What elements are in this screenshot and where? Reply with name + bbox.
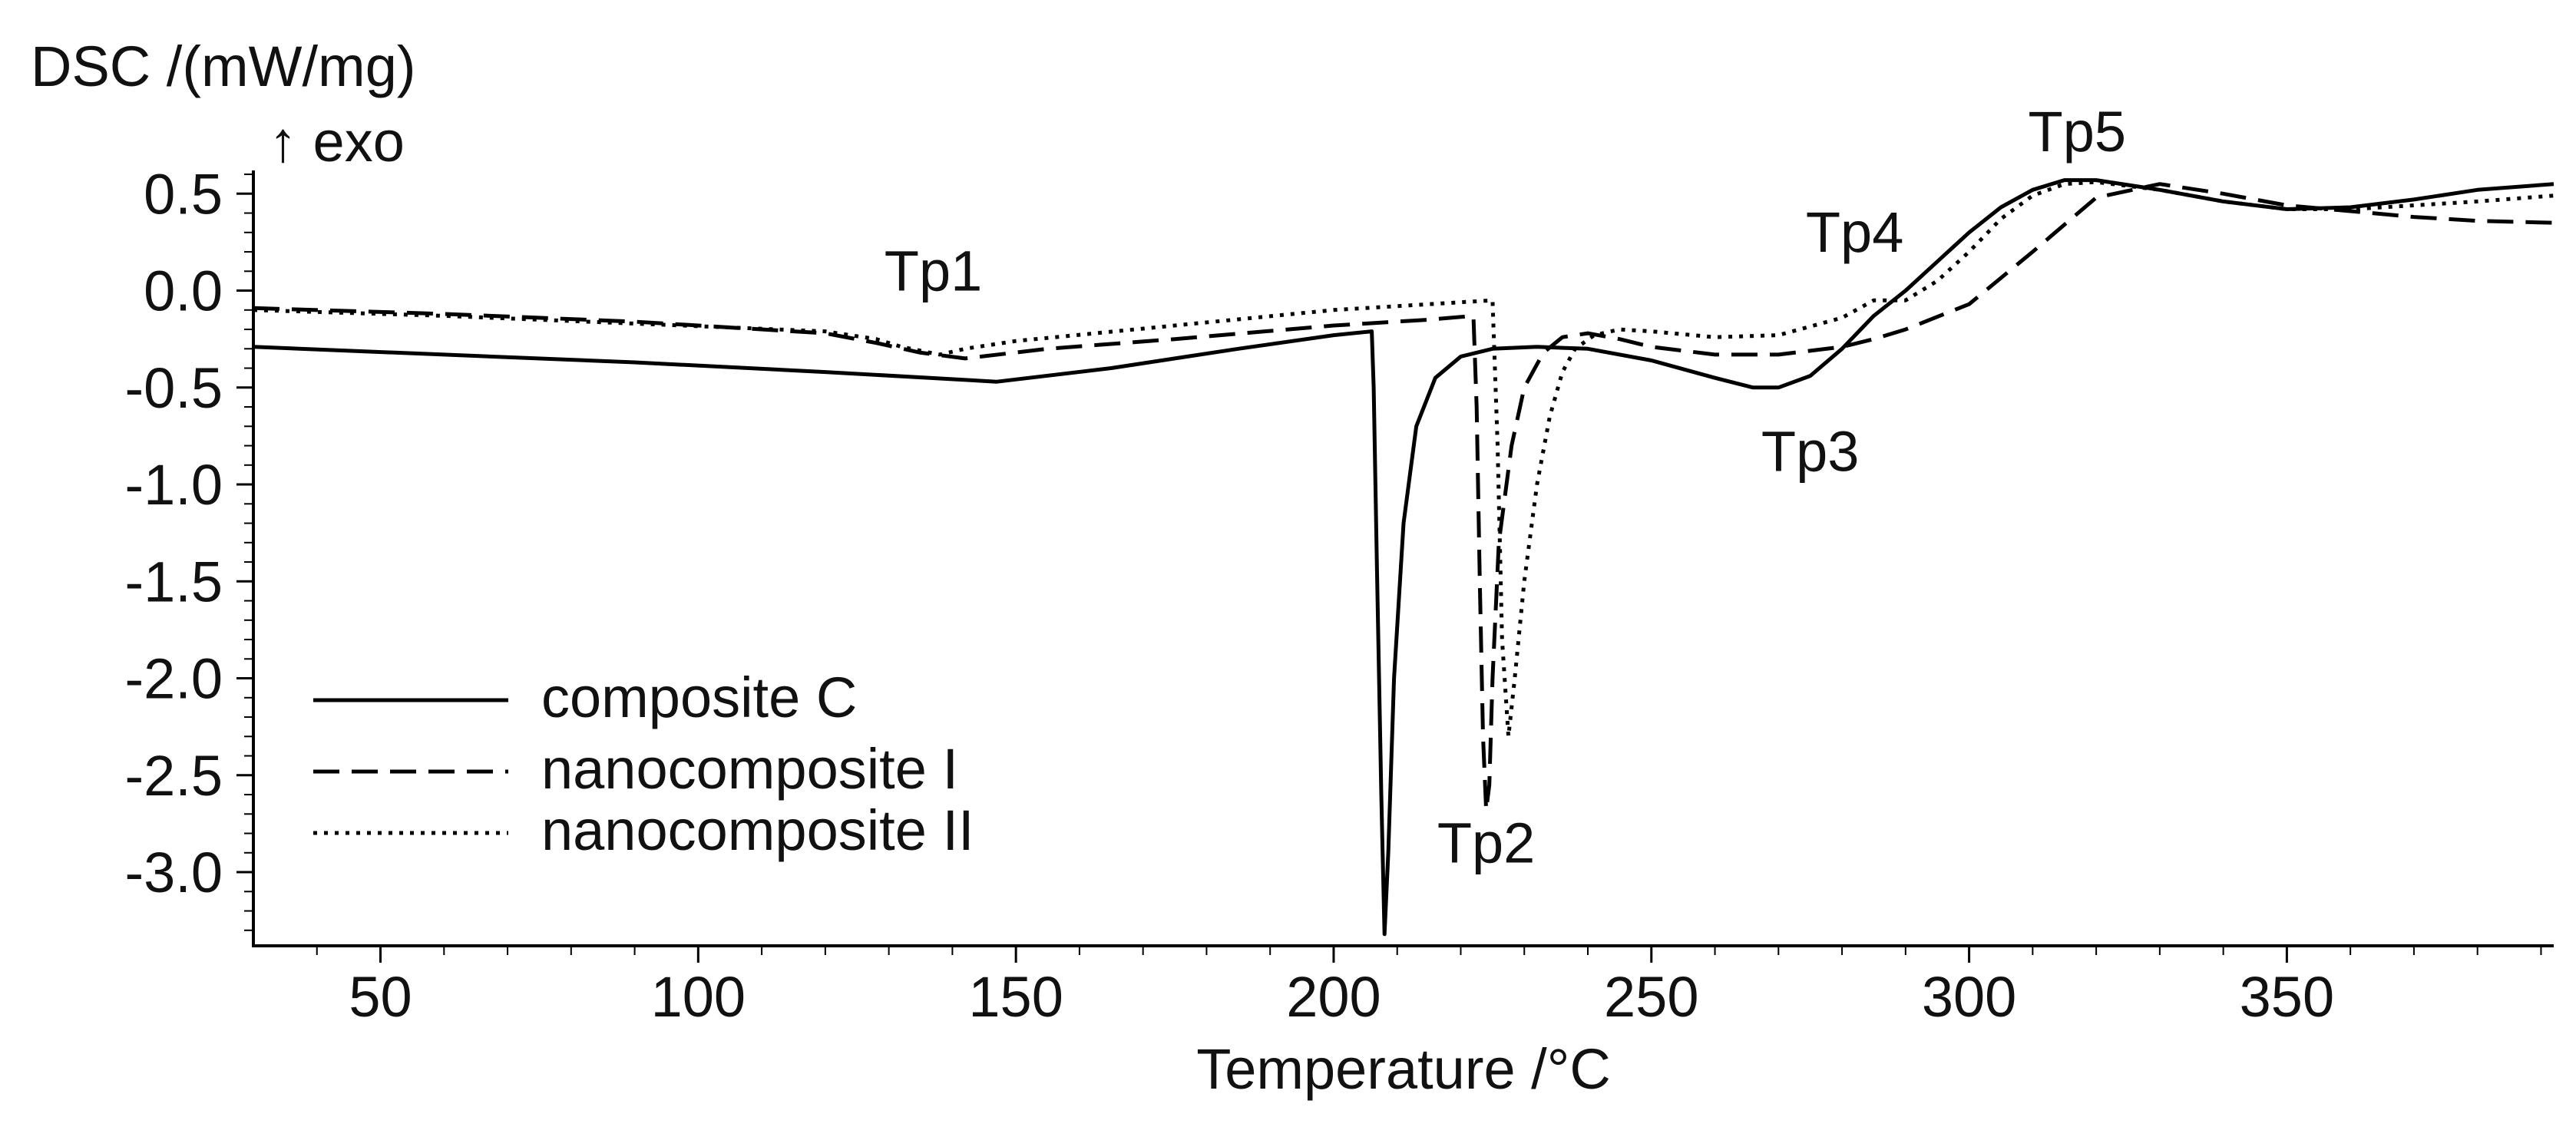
y-axis-subtitle: ↑ exo	[269, 110, 405, 174]
series-line-nanocomposite-i	[253, 182, 2555, 812]
peak-label-tp3: Tp3	[1761, 419, 1860, 483]
legend-label-1: composite C	[541, 666, 857, 729]
annotation-layer: Tp1 Tp2 Tp3 Tp4 Tp5	[885, 100, 2126, 875]
y-tick-label: -0.5	[124, 356, 223, 420]
y-ticks: 0.5 0.0 -0.5 -1.0 -1.5 -2.0 -2.5 -3.0	[124, 162, 253, 931]
series-layer	[253, 178, 2555, 937]
peak-label-tp4: Tp4	[1806, 200, 1904, 264]
y-axis-title: DSC /(mW/mg)	[31, 35, 416, 98]
x-ticks: 50 100 150 200 250 300 350	[316, 946, 2542, 1029]
x-tick-label: 150	[968, 965, 1063, 1029]
y-tick-label: -3.0	[124, 841, 223, 904]
x-tick-label: 250	[1604, 965, 1698, 1029]
legend-label-2: nanocomposite I	[541, 737, 958, 801]
series-line-nanocomposite-ii	[253, 180, 2555, 739]
peak-label-tp5: Tp5	[2029, 100, 2127, 164]
x-axis-title: Temperature /°C	[1196, 1037, 1611, 1101]
legend: composite C nanocomposite Inanocomposite …	[313, 666, 974, 862]
y-tick-label: -2.5	[124, 744, 223, 808]
x-tick-label: 200	[1286, 965, 1381, 1029]
y-tick-label: -2.0	[124, 647, 223, 711]
y-tick-label: -1.5	[124, 550, 223, 613]
x-tick-label: 100	[651, 965, 746, 1029]
legend-label-3: nanocomposite II	[541, 798, 974, 862]
series-line-composite-c	[253, 178, 2555, 937]
x-tick-label: 350	[2240, 965, 2334, 1029]
y-tick-label: 0.0	[144, 259, 223, 323]
x-tick-label: 300	[1922, 965, 2016, 1029]
y-tick-label: -1.0	[124, 453, 223, 517]
peak-label-tp1: Tp1	[885, 240, 983, 303]
axes	[252, 170, 2554, 947]
y-tick-label: 0.5	[144, 162, 223, 226]
peak-label-tp2: Tp2	[1437, 811, 1536, 874]
x-tick-label: 50	[349, 965, 412, 1029]
